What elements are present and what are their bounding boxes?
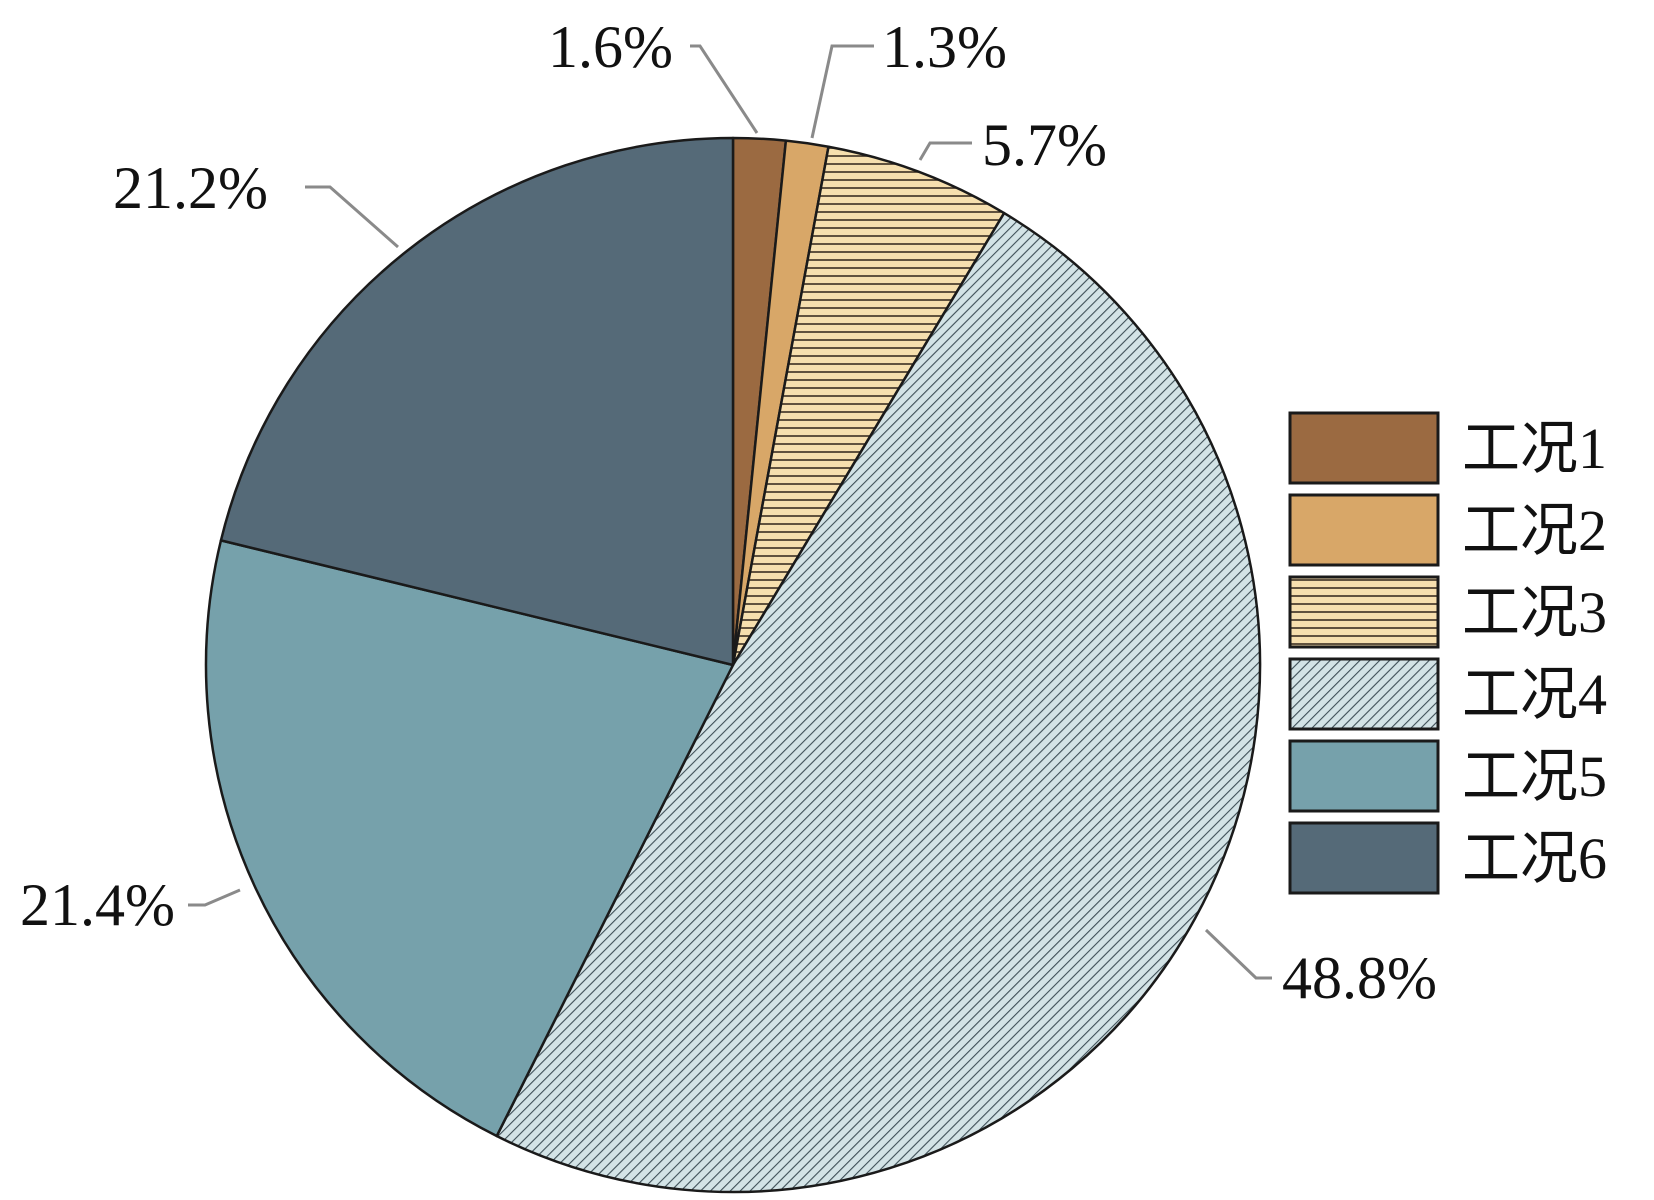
percent-label-1: 1.6%	[548, 14, 673, 80]
legend-swatch-6	[1288, 821, 1440, 895]
legend: 工况1 工况2 工况3 工况4 工况5 工况6	[1288, 411, 1607, 895]
pie-slices	[204, 136, 1262, 1194]
pie-slice-3	[731, 145, 1006, 667]
leader-line-5	[188, 888, 241, 907]
percent-label-4: 48.8%	[1282, 945, 1437, 1011]
percent-label-2: 1.3%	[882, 14, 1007, 80]
leader-line-2	[810, 44, 874, 139]
pie-slice-5	[204, 539, 735, 1138]
legend-swatch-1	[1288, 411, 1440, 485]
legend-label-5: 工况5	[1462, 744, 1607, 809]
percent-label-5: 21.4%	[20, 872, 175, 938]
legend-label-3: 工况3	[1462, 580, 1607, 645]
leader-line-4	[1204, 928, 1272, 980]
legend-swatch-3	[1288, 575, 1440, 649]
legend-swatch-4	[1288, 657, 1440, 731]
leader-line-6	[305, 185, 399, 249]
percent-label-6: 21.2%	[113, 155, 268, 221]
legend-label-1: 工况1	[1462, 416, 1607, 481]
legend-label-4: 工况4	[1462, 662, 1607, 727]
pie-slice-4	[495, 211, 1262, 1194]
legend-swatch-5	[1288, 739, 1440, 813]
leader-line-1	[690, 44, 759, 134]
legend-label-6: 工况6	[1462, 826, 1607, 891]
pie-slice-6	[219, 136, 735, 667]
leader-line-3	[918, 141, 972, 161]
legend-label-2: 工况2	[1462, 498, 1607, 563]
percent-label-3: 5.7%	[982, 112, 1107, 178]
legend-swatch-2	[1288, 493, 1440, 567]
percent-labels: 1.6% 1.3% 5.7% 48.8% 21.4% 21.2%	[20, 14, 1437, 1011]
leader-lines	[188, 44, 1272, 980]
